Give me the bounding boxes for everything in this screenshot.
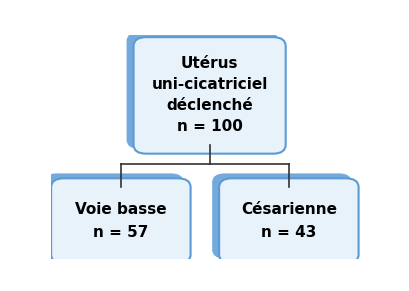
FancyBboxPatch shape: [126, 32, 279, 149]
FancyBboxPatch shape: [51, 178, 191, 263]
FancyBboxPatch shape: [219, 178, 359, 263]
Text: Utérus
uni-cicatriciel
déclenché
n = 100: Utérus uni-cicatriciel déclenché n = 100: [151, 56, 268, 134]
Text: Césarienne
n = 43: Césarienne n = 43: [241, 202, 337, 240]
FancyBboxPatch shape: [44, 173, 184, 258]
FancyBboxPatch shape: [212, 173, 352, 258]
FancyBboxPatch shape: [133, 37, 285, 154]
Text: Voie basse
n = 57: Voie basse n = 57: [75, 202, 167, 240]
